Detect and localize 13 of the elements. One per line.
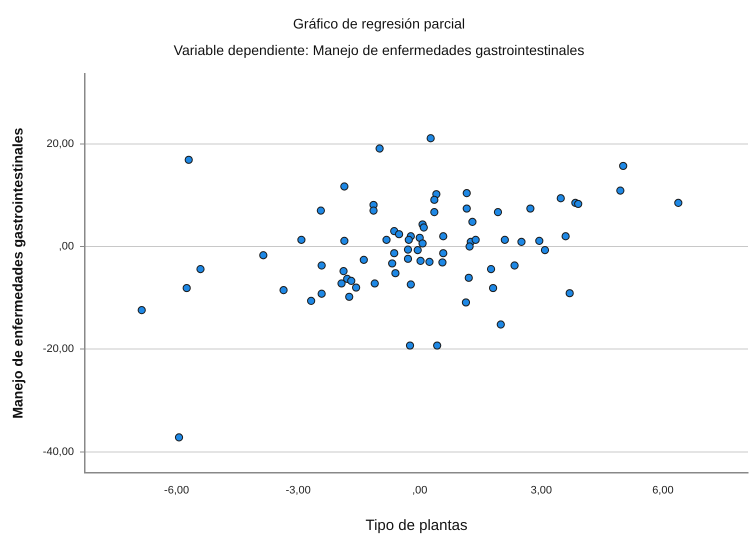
y-tick-label: -20,00 bbox=[42, 343, 74, 356]
chart-subtitle: Variable dependiente: Manejo de enfermedades gastrointestinales bbox=[174, 42, 584, 58]
x-tick-label: -3,00 bbox=[286, 484, 311, 496]
y-tick-label: ,00 bbox=[58, 240, 74, 253]
x-tick-label: 6,00 bbox=[652, 484, 674, 496]
y-tick-label: 20,00 bbox=[46, 138, 74, 150]
x-tick-label: 3,00 bbox=[530, 484, 552, 496]
x-tick-label: ,00 bbox=[412, 484, 428, 496]
y-axis-title: Manejo de enfermedades gastrointestinales bbox=[9, 128, 26, 419]
x-tick-label: -6,00 bbox=[164, 484, 190, 496]
x-axis-title: Tipo de plantas bbox=[365, 517, 468, 534]
chart-title: Gráfico de regresión parcial bbox=[293, 15, 465, 32]
y-tick-label: -40,00 bbox=[42, 446, 74, 458]
